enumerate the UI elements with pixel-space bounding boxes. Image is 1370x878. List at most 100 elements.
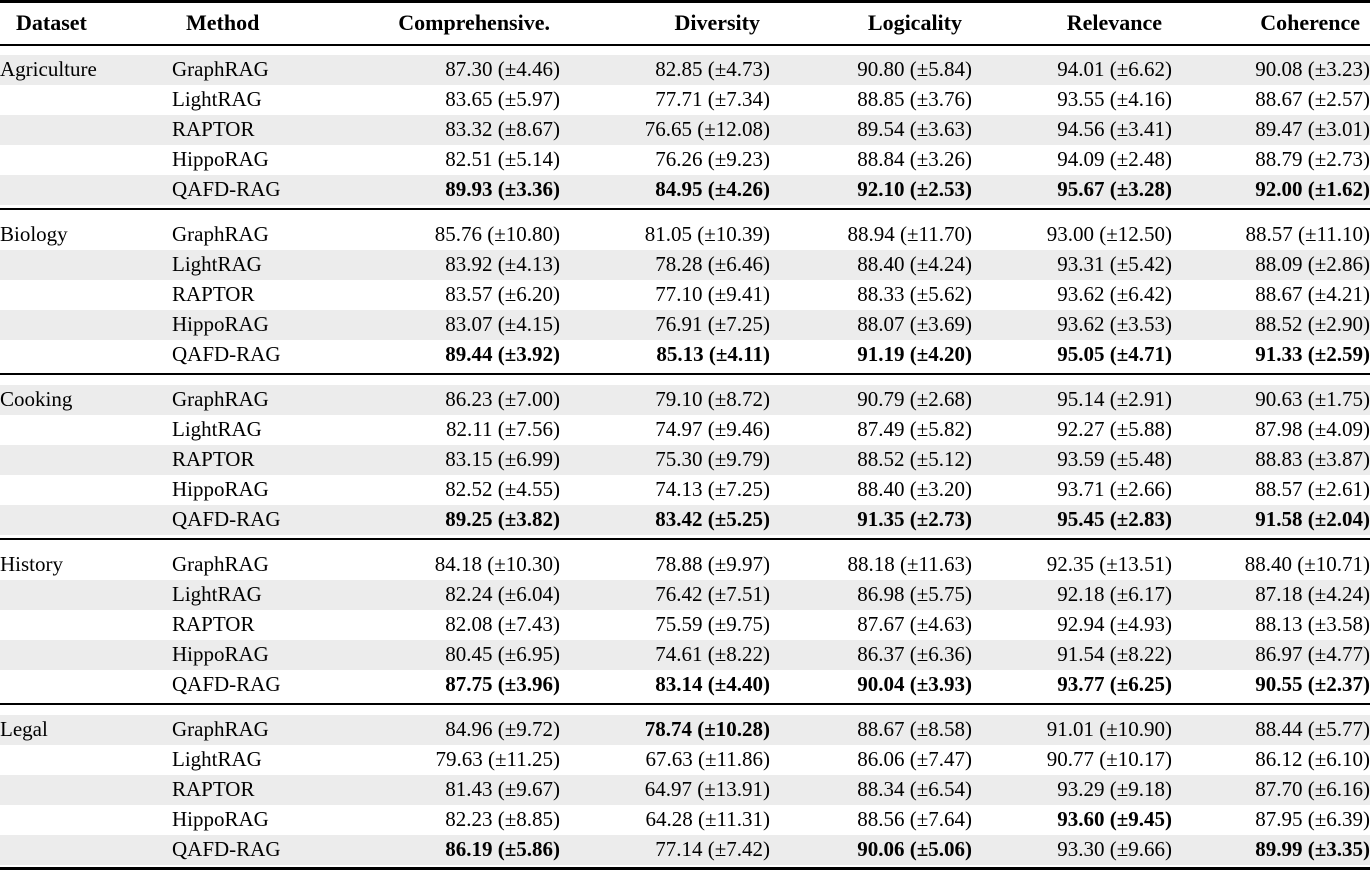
table-row: QAFD-RAG 89.25 (±3.82) 83.42 (±5.25) 91.35 … — [0, 504, 1370, 535]
dataset-label — [0, 834, 172, 865]
metric-value: 77.14 (±7.42) — [560, 834, 770, 865]
table-row: Cooking GraphRAG 86.23 (±7.00) 79.10 (±8.72… — [0, 384, 1370, 415]
method-label: QAFD-RAG — [172, 672, 281, 696]
metric-value: 88.84 (±3.26) — [857, 147, 972, 171]
metric-value: 83.14 (±4.40) — [655, 672, 770, 696]
metric-value: 88.40 (±3.20) — [857, 477, 972, 501]
metric-value: 88.83 (±3.87) — [1172, 444, 1370, 475]
metric-value: 91.54 (±8.22) — [972, 639, 1172, 670]
dataset-block-legal: Legal GraphRAG 84.96 (±9.72) 78.74 (±10.28)… — [0, 714, 1370, 865]
metric-value: 64.28 (±11.31) — [645, 807, 770, 831]
metric-value: 92.10 (±2.53) — [770, 174, 972, 205]
metric-value: 84.96 (±9.72) — [330, 714, 560, 745]
table-row: RAPTOR 83.32 (±8.67) 76.65 (±12.08) 89.54 (… — [0, 114, 1370, 145]
metric-value: 90.04 (±3.93) — [857, 672, 972, 696]
metric-value: 86.97 (±4.77) — [1172, 639, 1370, 670]
column-header-diversity: Diversity — [560, 1, 770, 46]
method-label: LightRAG — [172, 579, 330, 610]
table-row: LightRAG 82.11 (±7.56) 74.97 (±9.46) 87.49 … — [0, 415, 1370, 445]
metric-value: 92.18 (±6.17) — [972, 579, 1172, 610]
method-label: RAPTOR — [172, 282, 255, 306]
metric-value: 88.09 (±2.86) — [1172, 249, 1370, 280]
metric-value: 82.51 (±5.14) — [445, 147, 560, 171]
dataset-label — [0, 444, 172, 475]
column-header-coherence: Coherence — [1172, 1, 1370, 46]
method-label: QAFD-RAG — [172, 342, 281, 366]
block-separator — [0, 205, 1370, 220]
metric-value: 88.07 (±3.69) — [770, 309, 972, 340]
metric-value: 82.24 (±6.04) — [330, 579, 560, 610]
column-header-method: Method — [172, 1, 330, 46]
metric-value: 86.19 (±5.86) — [330, 834, 560, 865]
metric-value: 93.55 (±4.16) — [1057, 87, 1172, 111]
metric-value: 91.19 (±4.20) — [857, 342, 972, 366]
method-label: GraphRAG — [172, 714, 330, 745]
metric-value: 84.18 (±10.30) — [434, 552, 560, 576]
dataset-label — [0, 249, 172, 280]
dataset-label — [0, 114, 172, 145]
method-label: QAFD-RAG — [172, 174, 330, 205]
method-label: HippoRAG — [172, 309, 330, 340]
dataset-label — [0, 579, 172, 610]
metric-value: 93.00 (±12.50) — [1046, 222, 1172, 246]
dataset-label — [0, 174, 172, 205]
dataset-label — [0, 340, 172, 370]
metric-value: 75.30 (±9.79) — [560, 444, 770, 475]
table-row: QAFD-RAG 89.93 (±3.36) 84.95 (±4.26) 92.10 … — [0, 174, 1370, 205]
metric-value: 90.79 (±2.68) — [770, 384, 972, 415]
metric-value: 93.77 (±6.25) — [1057, 672, 1172, 696]
metric-value: 94.56 (±3.41) — [972, 114, 1172, 145]
method-label: RAPTOR — [172, 612, 255, 636]
metric-value: 88.67 (±8.58) — [770, 714, 972, 745]
metric-value: 84.95 (±4.26) — [560, 174, 770, 205]
dataset-label: Cooking — [0, 384, 172, 415]
dataset-label — [0, 504, 172, 535]
method-label: GraphRAG — [172, 54, 330, 85]
table-row: HippoRAG 80.45 (±6.95) 74.61 (±8.22) 86.37 … — [0, 639, 1370, 670]
method-label: QAFD-RAG — [172, 834, 330, 865]
method-label: LightRAG — [172, 87, 262, 111]
table-header: Dataset Method Comprehensive. Diversity … — [0, 1, 1370, 46]
method-label: RAPTOR — [172, 444, 330, 475]
metric-value: 88.13 (±3.58) — [1255, 612, 1370, 636]
metric-value: 93.59 (±5.48) — [972, 444, 1172, 475]
metric-value: 82.11 (±7.56) — [446, 417, 560, 441]
metric-value: 92.35 (±13.51) — [1046, 552, 1172, 576]
column-header-comprehensive: Comprehensive. — [330, 1, 560, 46]
metric-value: 93.71 (±2.66) — [1057, 477, 1172, 501]
metric-value: 88.67 (±4.21) — [1255, 282, 1370, 306]
metric-value: 74.97 (±9.46) — [655, 417, 770, 441]
metric-value: 88.85 (±3.76) — [857, 87, 972, 111]
dataset-block-biology: Biology GraphRAG 85.76 (±10.80) 81.05 (±10.… — [0, 220, 1370, 370]
dataset-label — [0, 805, 172, 835]
metric-value: 93.29 (±9.18) — [972, 774, 1172, 805]
metric-value: 88.94 (±11.70) — [847, 222, 972, 246]
method-label: LightRAG — [172, 747, 262, 771]
metric-value: 82.23 (±8.85) — [445, 807, 560, 831]
dataset-label — [0, 415, 172, 445]
metric-value: 89.99 (±3.35) — [1172, 834, 1370, 865]
metric-value: 83.15 (±6.99) — [330, 444, 560, 475]
table-row: LightRAG 82.24 (±6.04) 76.42 (±7.51) 86.98 … — [0, 579, 1370, 610]
metric-value: 81.43 (±9.67) — [330, 774, 560, 805]
metric-value: 95.67 (±3.28) — [972, 174, 1172, 205]
table-row: QAFD-RAG 87.75 (±3.96) 83.14 (±4.40) 90.04 … — [0, 670, 1370, 700]
metric-value: 88.18 (±11.63) — [847, 552, 972, 576]
dataset-label: Legal — [0, 714, 172, 745]
method-label: GraphRAG — [172, 384, 330, 415]
metric-value: 79.10 (±8.72) — [560, 384, 770, 415]
metric-value: 89.54 (±3.63) — [770, 114, 972, 145]
method-label: GraphRAG — [172, 552, 269, 576]
dataset-label: History — [0, 552, 63, 576]
method-label: RAPTOR — [172, 774, 330, 805]
dataset-label — [0, 745, 172, 775]
metric-value: 87.30 (±4.46) — [330, 54, 560, 85]
table-row: HippoRAG 82.51 (±5.14) 76.26 (±9.23) 88.84 … — [0, 145, 1370, 175]
table-row: QAFD-RAG 86.19 (±5.86) 77.14 (±7.42) 90.06 … — [0, 834, 1370, 865]
metric-value: 95.14 (±2.91) — [972, 384, 1172, 415]
method-label: RAPTOR — [172, 114, 330, 145]
metric-value: 76.91 (±7.25) — [560, 309, 770, 340]
metric-value: 91.33 (±2.59) — [1255, 342, 1370, 366]
metric-value: 88.33 (±5.62) — [857, 282, 972, 306]
table-row: LightRAG 83.65 (±5.97) 77.71 (±7.34) 88.85 … — [0, 85, 1370, 115]
